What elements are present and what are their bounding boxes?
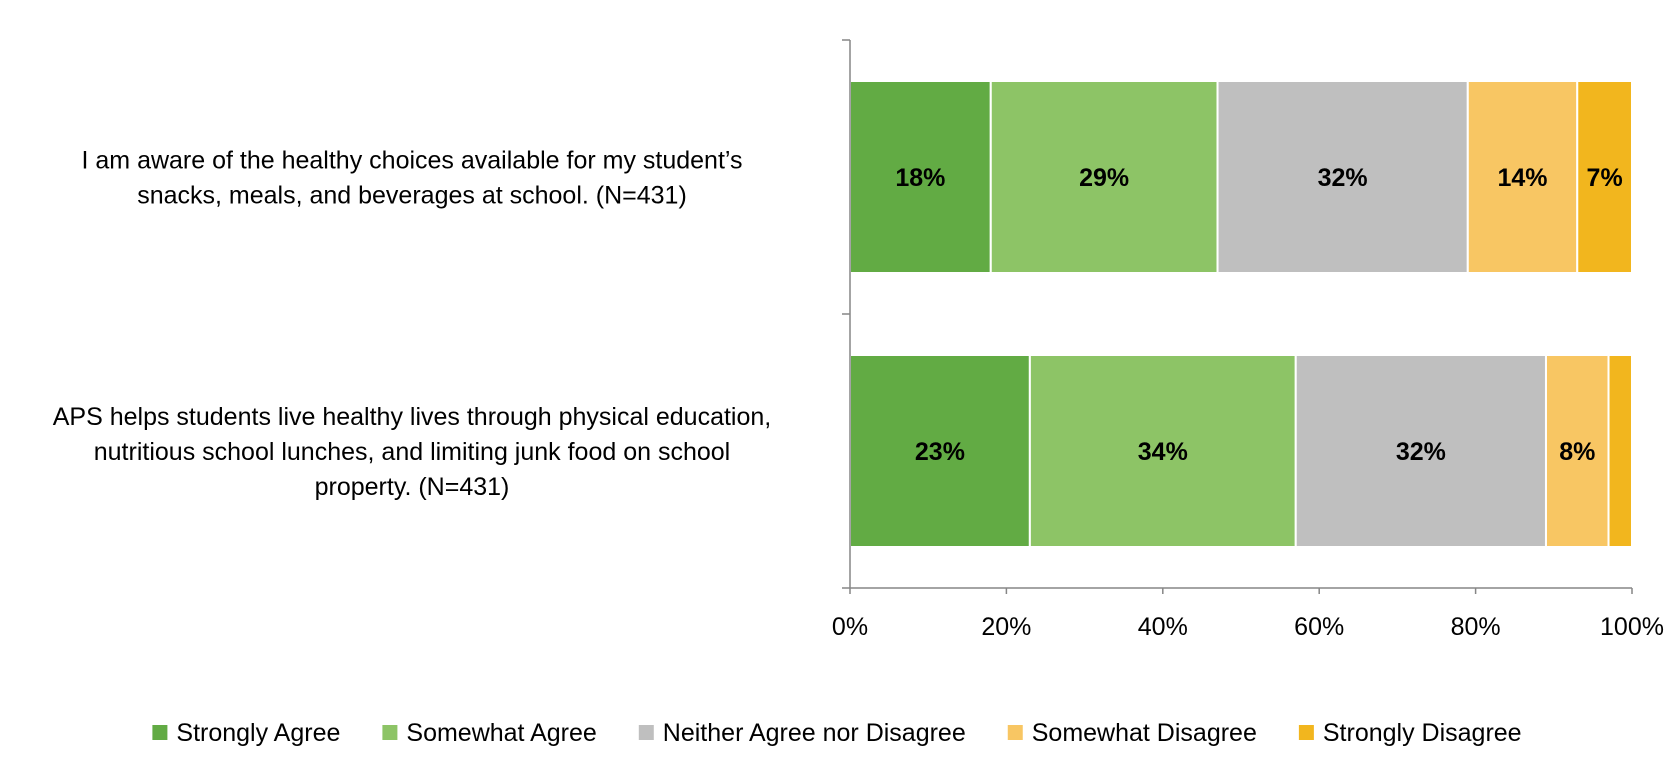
axes-group: 0% 20% 40% 60% 80% 100% [832, 39, 1664, 641]
bar-segment [849, 354, 1031, 548]
category-labels-group: I am aware of the healthy choices availa… [53, 147, 771, 502]
x-tick-label: 100% [1600, 613, 1664, 641]
x-tick-label: 40% [1138, 613, 1188, 641]
category-label-line: APS helps students live healthy lives th… [53, 403, 771, 431]
bar-segment [1294, 354, 1547, 548]
legend-label: Strongly Disagree [1323, 719, 1522, 747]
data-label: 34% [1138, 438, 1188, 466]
legend-swatch [1007, 725, 1023, 740]
legend-item: Neither Agree nor Disagree [638, 719, 966, 747]
x-tick-label: 60% [1294, 613, 1344, 641]
bar-segment [1216, 80, 1469, 274]
category-label-line: snacks, meals, and beverages at school. … [137, 182, 687, 210]
legend: Strongly Agree Somewhat Agree Neither Agre… [152, 719, 1522, 747]
data-label: 32% [1318, 164, 1368, 192]
bar-segment [1544, 354, 1610, 548]
category-label-line: property. (N=431) [315, 473, 510, 501]
x-tick-label: 80% [1451, 613, 1501, 641]
x-tick-label: 20% [981, 613, 1031, 641]
legend-swatch [382, 725, 398, 740]
bars-group: 18% 29% 32% 14% 7% 23% 34% 32% 8% [849, 80, 1634, 548]
legend-swatch [152, 725, 168, 740]
legend-label: Somewhat Agree [406, 719, 596, 747]
category-label-line: nutritious school lunches, and limiting … [94, 438, 731, 466]
category-label: APS helps students live healthy lives th… [53, 403, 771, 501]
category-label-line: I am aware of the healthy choices availa… [82, 147, 743, 175]
bar-segment [849, 80, 992, 274]
bar-segment [989, 80, 1219, 274]
data-label: 18% [895, 164, 945, 192]
bar-segment [1466, 80, 1579, 274]
legend-swatch [638, 725, 654, 740]
data-label: 32% [1396, 438, 1446, 466]
legend-label: Strongly Agree [176, 719, 340, 747]
bar-segment [1028, 354, 1297, 548]
data-label: 7% [1587, 164, 1623, 192]
legend-item: Somewhat Agree [382, 719, 597, 747]
bar-segment [1576, 80, 1634, 274]
legend-label: Somewhat Disagree [1032, 719, 1257, 747]
data-label: 14% [1497, 164, 1547, 192]
data-label: 8% [1559, 438, 1595, 466]
legend-label: Neither Agree nor Disagree [663, 719, 966, 747]
legend-swatch [1298, 725, 1314, 740]
legend-item: Strongly Disagree [1298, 719, 1522, 747]
bar-segment [1607, 354, 1634, 548]
legend-item: Strongly Agree [152, 719, 340, 747]
x-tick-label: 0% [832, 613, 868, 641]
category-label: I am aware of the healthy choices availa… [82, 147, 743, 210]
data-label: 29% [1079, 164, 1129, 192]
legend-item: Somewhat Disagree [1007, 719, 1257, 747]
data-label: 23% [915, 438, 965, 466]
